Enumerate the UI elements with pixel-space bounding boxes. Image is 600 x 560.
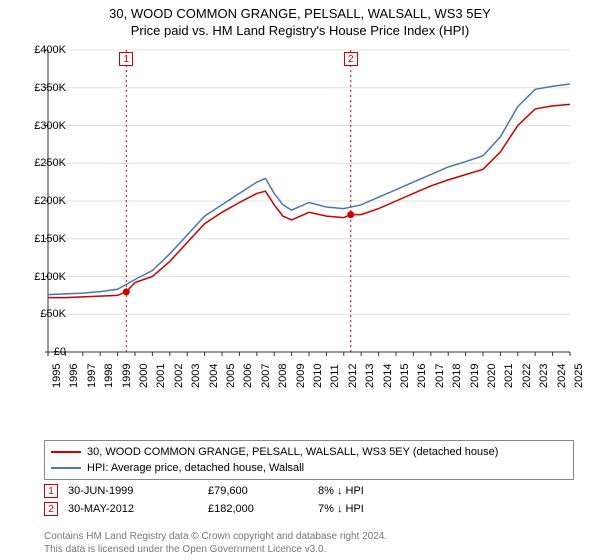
sale-delta: 8% ↓ HPI	[318, 485, 438, 497]
x-tick-label: 1996	[68, 364, 80, 388]
y-tick-label: £350K	[22, 82, 66, 94]
sale-badge: 1	[44, 484, 58, 498]
footer-line: Contains HM Land Registry data © Crown c…	[44, 530, 574, 543]
x-tick-label: 2001	[155, 364, 167, 388]
x-tick-label: 2023	[538, 364, 550, 388]
sale-marker-badge: 1	[119, 52, 133, 66]
y-tick-label: £100K	[22, 271, 66, 283]
x-tick-label: 2010	[312, 364, 324, 388]
sale-date: 30-MAY-2012	[68, 503, 208, 515]
sale-row: 2 30-MAY-2012 £182,000 7% ↓ HPI	[44, 500, 574, 518]
x-tick-label: 1997	[86, 364, 98, 388]
sale-delta: 7% ↓ HPI	[318, 503, 438, 515]
chart-svg	[44, 46, 574, 396]
x-tick-label: 2021	[503, 364, 515, 388]
x-tick-label: 2000	[138, 364, 150, 388]
legend-row: HPI: Average price, detached house, Wals…	[51, 460, 567, 476]
x-tick-label: 2007	[260, 364, 272, 388]
x-tick-label: 2016	[416, 364, 428, 388]
y-tick-label: £200K	[22, 195, 66, 207]
x-tick-label: 2011	[329, 364, 341, 388]
y-tick-label: £50K	[22, 308, 66, 320]
x-tick-label: 2018	[451, 364, 463, 388]
sale-marker-badge: 2	[344, 52, 358, 66]
x-tick-label: 2019	[469, 364, 481, 388]
x-tick-label: 2025	[573, 364, 585, 388]
sale-date: 30-JUN-1999	[68, 485, 208, 497]
y-tick-label: £300K	[22, 120, 66, 132]
container: 30, WOOD COMMON GRANGE, PELSALL, WALSALL…	[0, 0, 600, 560]
sale-row: 1 30-JUN-1999 £79,600 8% ↓ HPI	[44, 482, 574, 500]
x-tick-label: 2014	[382, 364, 394, 388]
x-tick-label: 2005	[225, 364, 237, 388]
y-tick-label: £150K	[22, 233, 66, 245]
chart-subtitle: Price paid vs. HM Land Registry's House …	[0, 21, 600, 42]
legend: 30, WOOD COMMON GRANGE, PELSALL, WALSALL…	[44, 440, 574, 480]
x-tick-label: 1995	[51, 364, 63, 388]
x-tick-label: 2008	[277, 364, 289, 388]
sale-badge: 2	[44, 502, 58, 516]
legend-label: HPI: Average price, detached house, Wals…	[87, 462, 304, 474]
chart-title: 30, WOOD COMMON GRANGE, PELSALL, WALSALL…	[0, 0, 600, 21]
x-tick-label: 2002	[173, 364, 185, 388]
x-tick-label: 2024	[556, 364, 568, 388]
x-tick-label: 1999	[121, 364, 133, 388]
x-tick-label: 2004	[208, 364, 220, 388]
legend-label: 30, WOOD COMMON GRANGE, PELSALL, WALSALL…	[87, 446, 498, 458]
legend-swatch	[51, 467, 81, 469]
x-tick-label: 2003	[190, 364, 202, 388]
x-tick-label: 2009	[295, 364, 307, 388]
x-tick-label: 2012	[347, 364, 359, 388]
x-tick-label: 2020	[486, 364, 498, 388]
x-tick-label: 2022	[521, 364, 533, 388]
x-tick-label: 2006	[242, 364, 254, 388]
y-tick-label: £400K	[22, 44, 66, 56]
chart-area	[44, 46, 574, 396]
x-tick-label: 1998	[103, 364, 115, 388]
footer-line: This data is licensed under the Open Gov…	[44, 543, 574, 556]
legend-swatch	[51, 451, 81, 453]
x-tick-label: 2015	[399, 364, 411, 388]
x-tick-label: 2017	[434, 364, 446, 388]
y-tick-label: £250K	[22, 157, 66, 169]
x-tick-label: 2013	[364, 364, 376, 388]
legend-row: 30, WOOD COMMON GRANGE, PELSALL, WALSALL…	[51, 444, 567, 460]
sale-price: £182,000	[208, 503, 318, 515]
sales-table: 1 30-JUN-1999 £79,600 8% ↓ HPI 2 30-MAY-…	[44, 482, 574, 518]
footer: Contains HM Land Registry data © Crown c…	[44, 530, 574, 556]
y-tick-label: £0	[22, 346, 66, 358]
sale-price: £79,600	[208, 485, 318, 497]
